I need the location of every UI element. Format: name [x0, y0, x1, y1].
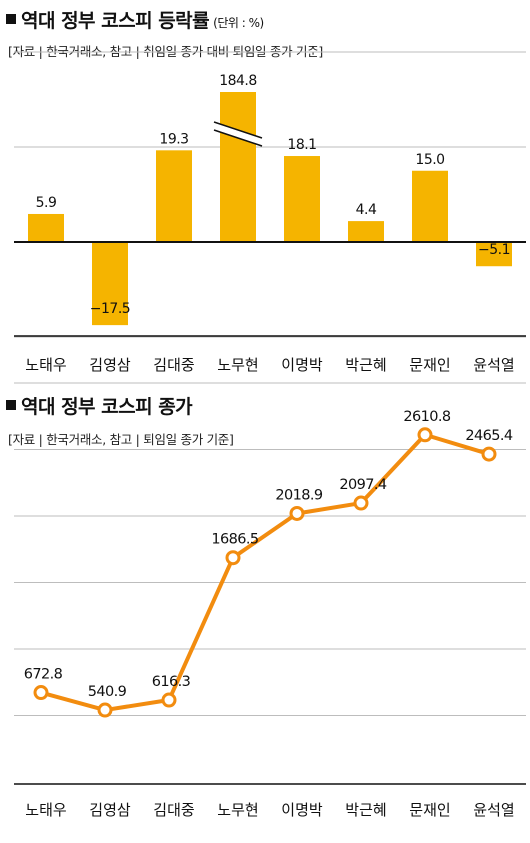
- category-label: 박근혜: [345, 356, 386, 374]
- category-label: 김대중: [153, 801, 194, 819]
- data-label: 672.8: [24, 667, 63, 683]
- bar-chart-title-text: 역대 정부 코스피 등락률: [21, 10, 210, 32]
- data-point: [353, 495, 369, 511]
- data-point: [161, 692, 177, 708]
- bar: [28, 213, 64, 242]
- data-label: 184.8: [219, 73, 257, 89]
- data-point: [289, 505, 305, 521]
- bar: [220, 92, 256, 242]
- data-label: 18.1: [287, 137, 316, 153]
- bar: [476, 242, 512, 267]
- data-point: [33, 685, 49, 701]
- line-chart-title: 역대 정부 코스피 종가: [6, 392, 193, 419]
- data-label: 1686.5: [211, 532, 258, 548]
- bar-chart-unit: (단위 : %): [213, 16, 264, 30]
- axis-break-gap: [214, 122, 262, 146]
- data-label: 2610.8: [403, 409, 451, 425]
- category-label: 노무현: [217, 356, 258, 374]
- line-chart-title-text: 역대 정부 코스피 종가: [21, 396, 193, 418]
- bullet-square-icon: [6, 14, 16, 24]
- line-chart: 672.8 노태우 540.9 김영삼 616.3 김대중 1686.5 노무현 2018.9 이…: [14, 382, 526, 819]
- data-label: −17.5: [90, 301, 130, 317]
- category-label: 이명박: [281, 356, 323, 374]
- bar: [412, 170, 448, 242]
- series-line: [40, 432, 490, 713]
- data-point: [97, 702, 113, 718]
- data-point: [417, 427, 433, 443]
- data-label: 5.9: [36, 195, 57, 211]
- data-label: 2465.4: [465, 428, 513, 444]
- data-label: −5.1: [478, 242, 510, 258]
- bar: [92, 242, 128, 326]
- bar: [156, 150, 192, 242]
- data-label: 15.0: [415, 152, 444, 168]
- data-point: [481, 446, 497, 462]
- category-label: 문재인: [409, 801, 450, 819]
- category-label: 박근혜: [345, 801, 386, 819]
- category-label: 윤석열: [473, 356, 514, 374]
- bar-chart-source: [자료 | 한국거래소, 참고 | 취임일 종가 대비 퇴임일 종가 기준]: [8, 44, 323, 59]
- category-label: 노무현: [217, 801, 258, 819]
- data-label: 2097.4: [339, 477, 387, 493]
- category-label: 김영삼: [89, 356, 131, 374]
- data-label: 19.3: [159, 131, 188, 147]
- bullet-square-icon: [6, 400, 16, 410]
- category-label: 노태우: [25, 356, 67, 374]
- category-label: 윤석열: [473, 801, 514, 819]
- data-label: 2018.9: [275, 487, 323, 503]
- category-label: 문재인: [409, 356, 450, 374]
- bar-chart: 5.9 노태우 −17.5 김영삼 19.3 김대중 184.8 노무현 18.1 이명박 4.4 박…: [14, 51, 526, 374]
- data-label: 616.3: [152, 674, 191, 690]
- category-label: 김영삼: [89, 801, 131, 819]
- axis-break-line: [213, 121, 263, 139]
- axis-break-line: [213, 129, 263, 147]
- bar-chart-title: 역대 정부 코스피 등락률 (단위 : %): [6, 6, 264, 33]
- category-label: 김대중: [153, 356, 194, 374]
- data-label: 540.9: [88, 684, 127, 700]
- bar: [348, 221, 384, 242]
- data-point: [225, 550, 241, 566]
- line-chart-source: [자료 | 한국거래소, 참고 | 퇴임일 종가 기준]: [8, 432, 234, 447]
- category-label: 노태우: [25, 801, 67, 819]
- data-label: 4.4: [356, 202, 377, 218]
- bar: [284, 156, 320, 242]
- category-label: 이명박: [281, 801, 323, 819]
